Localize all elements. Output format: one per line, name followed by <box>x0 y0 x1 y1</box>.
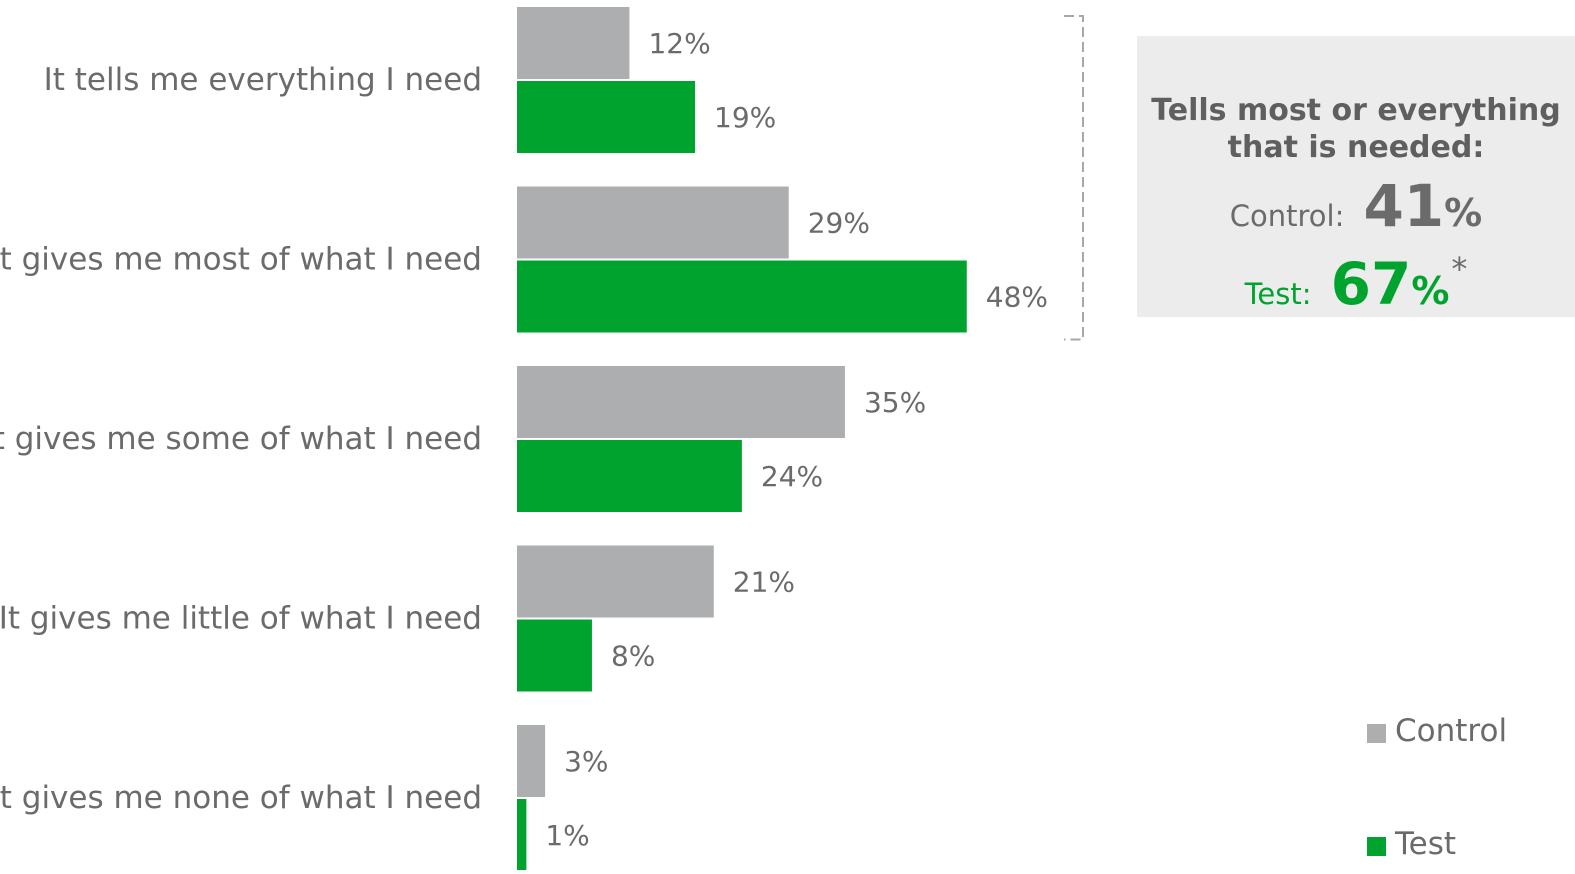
value-label-test: 8% <box>611 640 655 673</box>
category-label: It gives me most of what I need <box>0 242 482 278</box>
legend-label-control: Control <box>1395 713 1508 749</box>
summary-control-label: Control: <box>1229 199 1345 233</box>
bar-control <box>517 545 714 618</box>
bar-test <box>517 440 742 512</box>
bar-test <box>517 619 592 692</box>
legend-swatch-control <box>1367 724 1386 743</box>
category-label: It gives me some of what I need <box>0 421 482 457</box>
bar-control <box>517 186 789 259</box>
summary-test-percent: % <box>1411 269 1450 313</box>
significance-marker: * <box>1451 250 1468 288</box>
value-label-test: 48% <box>986 281 1048 314</box>
legend-label-test: Test <box>1395 826 1457 862</box>
summary-test-value: 67 <box>1330 250 1412 318</box>
value-label-control: 21% <box>733 566 795 599</box>
summary-test-label: Test: <box>1244 277 1312 311</box>
bar-control <box>517 366 845 438</box>
legend-item-test: Test <box>1367 826 1456 862</box>
legend-swatch-test <box>1367 837 1386 856</box>
value-label-control: 3% <box>564 745 608 778</box>
value-label-control: 12% <box>648 27 710 60</box>
summary-box: Tells most or everything that is needed:… <box>1137 36 1575 317</box>
legend-item-control: Control <box>1367 713 1507 749</box>
summary-control-percent: % <box>1444 191 1483 235</box>
category-label: It gives me none of what I need <box>0 780 482 816</box>
group-bracket <box>1064 15 1084 341</box>
bar-test <box>517 260 967 333</box>
value-label-test: 24% <box>761 460 823 493</box>
bar-control <box>517 7 630 79</box>
value-label-control: 35% <box>864 386 926 419</box>
value-label-test: 1% <box>545 819 589 852</box>
summary-test-row: Test: 67%* <box>1137 250 1575 314</box>
bar-control <box>517 725 546 797</box>
bar-test <box>517 81 696 153</box>
value-label-test: 19% <box>714 101 776 134</box>
value-label-control: 29% <box>808 207 870 240</box>
summary-control-row: Control: 41% <box>1137 176 1575 236</box>
summary-control-value: 41 <box>1363 172 1445 240</box>
category-label: It gives me little of what I need <box>0 601 482 637</box>
bar-test <box>517 799 527 871</box>
summary-title: Tells most or everything that is needed: <box>1151 93 1561 165</box>
category-label: It tells me everything I need <box>44 62 482 98</box>
